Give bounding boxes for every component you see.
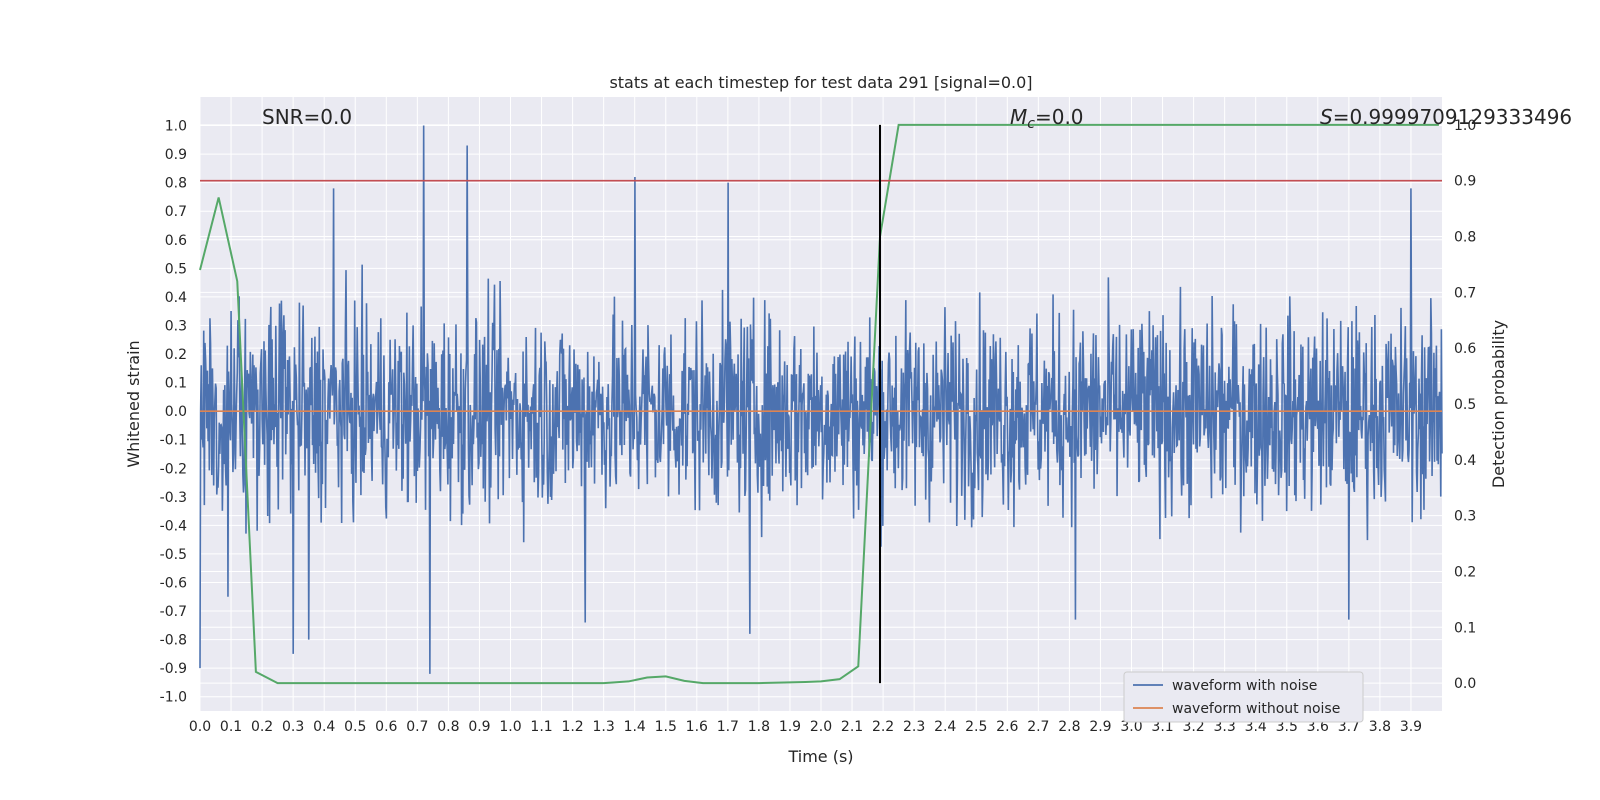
x-tick-label: 0.3: [282, 719, 304, 735]
probability-line: [199, 123, 1439, 685]
y-axis-left-label: Whitened strain: [124, 340, 143, 467]
x-tick-label: 3.1: [1151, 719, 1173, 735]
y-axis-right-label: Detection probability: [1489, 320, 1508, 488]
y-left-tick-label: -0.5: [160, 547, 187, 563]
y-right-tick-label: 0.2: [1454, 564, 1476, 580]
x-tick-label: 0.5: [344, 719, 366, 735]
y-right-tick-label: 1.0: [1454, 118, 1476, 134]
y-left-tick-label: -0.6: [160, 575, 187, 591]
y-right-tick-label: 0.0: [1454, 676, 1476, 692]
y-left-tick-label: 0.1: [165, 376, 187, 392]
x-tick-label: 1.7: [717, 719, 739, 735]
y-left-tick-label: 0.8: [165, 176, 187, 192]
y-axis-right-ticks: 0.0 0.1 0.2 0.3 0.4 0.5 0.6 0.7 0.8 0.9 1.0: [1454, 118, 1476, 692]
annotation-s: S=0.9999709129333496: [1320, 105, 1572, 129]
x-tick-label: 2.6: [996, 719, 1018, 735]
y-left-tick-label: -0.4: [160, 518, 187, 534]
legend-box: [1123, 671, 1364, 723]
x-tick-label: 1.9: [779, 719, 801, 735]
annotation-s-symbol: S: [1320, 105, 1333, 129]
y-left-tick-label: 0.4: [165, 290, 187, 306]
x-tick-label: 3.4: [1245, 719, 1267, 735]
x-tick-label: 2.0: [810, 719, 832, 735]
legend-label-noise: waveform with noise: [1172, 678, 1317, 694]
y-axis-left-ticks: -1.0 -0.9 -0.8 -0.7 -0.6 -0.5 -0.4 -0.3 -0.2 -0.1…: [160, 119, 187, 706]
series-detection-probability: [199, 123, 1439, 685]
x-tick-label: 3.5: [1276, 719, 1298, 735]
y-right-tick-label: 0.9: [1454, 174, 1476, 190]
x-tick-label: 2.7: [1027, 719, 1049, 735]
chart-title: stats at each timestep for test data 291…: [609, 73, 1032, 92]
series-waveform-with-noise: [199, 125, 1443, 674]
x-tick-label: 1.0: [499, 719, 521, 735]
x-tick-label: 0.8: [437, 719, 459, 735]
y-left-tick-label: -0.7: [160, 604, 187, 620]
y-left-tick-label: 0.2: [165, 347, 187, 363]
x-tick-label: 1.4: [624, 719, 646, 735]
x-tick-label: 1.3: [593, 719, 615, 735]
y-right-tick-label: 0.3: [1454, 509, 1476, 525]
y-left-tick-label: 0.9: [165, 147, 187, 163]
annotation-s-value: =0.9999709129333496: [1333, 105, 1572, 129]
x-tick-label: 0.4: [313, 719, 335, 735]
x-tick-label: 2.2: [872, 719, 894, 735]
y-left-tick-label: 0.3: [165, 318, 187, 334]
y-right-tick-label: 0.4: [1454, 453, 1476, 469]
y-left-tick-label: -0.2: [160, 461, 187, 477]
x-tick-label: 3.0: [1120, 719, 1142, 735]
y-right-tick-label: 0.6: [1454, 341, 1476, 357]
x-tick-label: 1.8: [748, 719, 770, 735]
x-tick-label: 2.5: [965, 719, 987, 735]
x-tick-label: 3.8: [1369, 719, 1391, 735]
y-left-tick-label: -0.8: [160, 633, 187, 649]
x-tick-label: 1.1: [530, 719, 552, 735]
x-tick-label: 3.7: [1338, 719, 1360, 735]
y-left-tick-label: 1.0: [165, 119, 187, 135]
x-tick-label: 2.8: [1058, 719, 1080, 735]
annotation-mc-value: =0.0: [1035, 105, 1084, 129]
y-right-tick-label: 0.7: [1454, 285, 1476, 301]
x-axis-ticks: 0.0 0.1 0.2 0.3 0.4 0.5 0.6 0.7 0.8 0.9 1.0 1.1 1.2 1…: [189, 719, 1422, 735]
overlay-lines: [200, 124, 1442, 684]
y-left-tick-label: -0.3: [160, 490, 187, 506]
y-left-tick-label: 0.5: [165, 261, 187, 277]
legend-label-clean: waveform without noise: [1172, 701, 1340, 717]
noise-line: [199, 125, 1443, 674]
x-tick-label: 0.9: [468, 719, 490, 735]
y-left-tick-label: 0.7: [165, 204, 187, 220]
y-left-tick-label: -1.0: [160, 690, 187, 706]
x-tick-label: 2.3: [903, 719, 925, 735]
y-left-tick-label: 0.0: [165, 404, 187, 420]
y-right-tick-label: 0.8: [1454, 230, 1476, 246]
x-tick-label: 0.2: [251, 719, 273, 735]
legend: waveform with noise waveform without noi…: [1123, 671, 1364, 723]
y-right-tick-label: 0.1: [1454, 620, 1476, 636]
x-tick-label: 2.9: [1089, 719, 1111, 735]
x-tick-label: 2.4: [934, 719, 956, 735]
x-tick-label: 3.9: [1400, 719, 1422, 735]
annotation-mc: Mc=0.0: [1010, 105, 1084, 132]
x-tick-label: 1.6: [686, 719, 708, 735]
annotation-mc-symbol: M: [1010, 105, 1027, 129]
x-tick-label: 0.7: [406, 719, 428, 735]
x-tick-label: 0.1: [220, 719, 242, 735]
x-tick-label: 3.6: [1307, 719, 1329, 735]
annotation-mc-sub: c: [1027, 116, 1035, 132]
y-left-tick-label: -0.9: [160, 661, 187, 677]
x-tick-label: 0.6: [375, 719, 397, 735]
x-axis-label: Time (s): [787, 747, 853, 766]
x-tick-label: 3.2: [1182, 719, 1204, 735]
y-left-tick-label: 0.6: [165, 233, 187, 249]
y-right-tick-label: 0.5: [1454, 397, 1476, 413]
annotation-snr: SNR=0.0: [262, 105, 352, 129]
y-left-tick-label: -0.1: [160, 433, 187, 449]
x-tick-label: 0.0: [189, 719, 211, 735]
x-tick-label: 1.2: [561, 719, 583, 735]
x-tick-label: 3.3: [1214, 719, 1236, 735]
x-tick-label: 2.1: [841, 719, 863, 735]
x-tick-label: 1.5: [655, 719, 677, 735]
